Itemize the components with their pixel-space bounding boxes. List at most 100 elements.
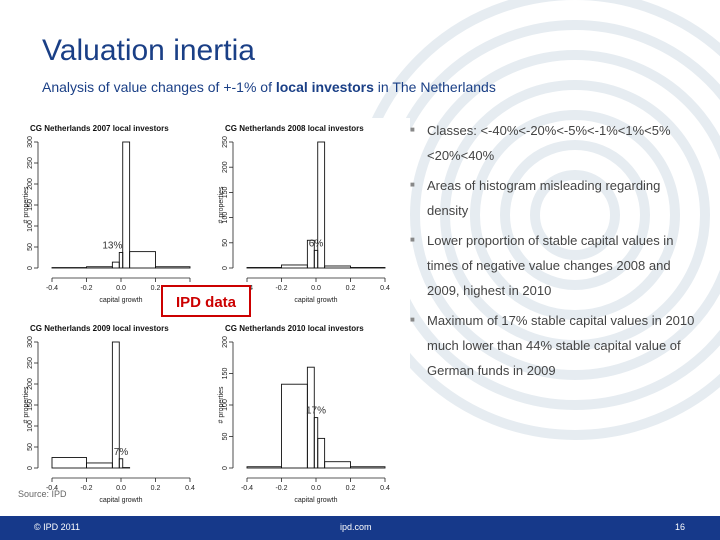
page-number: 16 [675, 522, 686, 532]
subtitle-prefix: Analysis of value changes of +-1% of [42, 79, 276, 95]
histogram-panel: CG Netherlands 2007 local investors 0 50 10… [20, 118, 410, 510]
slide-title: Valuation inertia [42, 34, 255, 67]
x-tick-label: 0.2 [346, 285, 356, 292]
histogram-bar [122, 141, 131, 269]
percentage-annotation: 17% [306, 406, 326, 417]
x-tick-label: 0.4 [380, 285, 390, 292]
chart-title: CG Netherlands 2009 local investors [30, 324, 169, 333]
y-tick-label: 200 [27, 378, 34, 390]
bullet-item: ■ Lower proportion of stable capital val… [410, 228, 695, 303]
percentage-annotation: 13% [102, 240, 122, 251]
footer-bar: © IPD 2011 ipd.com 16 [0, 516, 720, 540]
y-tick-label: 150 [27, 199, 34, 211]
y-tick-label: 100 [27, 220, 34, 232]
ipd-data-badge [161, 285, 251, 317]
histogram-chart: CG Netherlands 2007 local investors 0 50 10… [23, 124, 195, 304]
chart-title: CG Netherlands 2007 local investors [30, 124, 169, 133]
x-axis-label: capital growth [294, 297, 337, 304]
y-tick-label: 200 [222, 161, 229, 173]
y-axis-label: # properties [23, 386, 30, 423]
bullet-marker-icon: ■ [410, 125, 415, 134]
histogram-chart: CG Netherlands 2009 local investors 0 50 10… [23, 324, 195, 504]
chart-title: CG Netherlands 2010 local investors [225, 324, 364, 333]
y-tick-label: 250 [27, 357, 34, 369]
bullet-marker-icon: ■ [410, 315, 415, 324]
histogram-bar [317, 437, 326, 469]
histogram-bar [111, 341, 120, 469]
y-tick-label: 100 [222, 399, 229, 411]
footer-copyright: © IPD 2011 [34, 522, 80, 532]
bullet-marker-icon: ■ [410, 180, 415, 189]
x-tick-label: 0.0 [311, 485, 321, 492]
x-tick-label: 0.4 [185, 485, 195, 492]
histogram-chart: CG Netherlands 2010 local investors 0 50 10… [218, 324, 390, 504]
x-tick-label: -0.4 [46, 285, 58, 292]
x-tick-label: 0.2 [151, 285, 161, 292]
histogram-bar [118, 458, 124, 469]
percentage-annotation: 7% [114, 447, 129, 458]
x-axis-label: capital growth [99, 497, 142, 504]
bullet-text: Maximum of 17% stable capital values in … [427, 313, 695, 378]
x-axis-label: capital growth [99, 297, 142, 304]
bullet-text: Classes: <-40%<-20%<-5%<-1%<1%<5%<20%<40… [427, 123, 671, 163]
y-tick-label: 300 [27, 336, 34, 348]
x-tick-label: -0.4 [46, 485, 58, 492]
bullet-text: Lower proportion of stable capital value… [427, 233, 674, 298]
histogram-bar [350, 466, 386, 469]
x-tick-label: 0.2 [151, 485, 161, 492]
histogram-bar [324, 461, 351, 469]
histogram-bar [317, 141, 326, 269]
y-tick-label: 200 [222, 336, 229, 348]
y-tick-label: 200 [27, 178, 34, 190]
y-tick-label: 50 [27, 443, 34, 451]
x-tick-label: 0.4 [380, 485, 390, 492]
x-tick-label: -0.2 [275, 485, 287, 492]
y-tick-label: 0 [222, 266, 229, 270]
subtitle-suffix: in The Netherlands [373, 79, 496, 95]
y-tick-label: 50 [27, 243, 34, 251]
bullet-item: ■ Maximum of 17% stable capital values i… [410, 308, 695, 383]
subtitle-emphasis: local investors [275, 79, 374, 95]
y-tick-label: 100 [27, 420, 34, 432]
y-axis-label: # properties [23, 186, 30, 223]
y-tick-label: 100 [222, 212, 229, 224]
bullet-marker-icon: ■ [410, 235, 415, 244]
x-tick-label: 0.0 [116, 485, 126, 492]
histogram-bar [155, 266, 191, 269]
histogram-bar [246, 267, 282, 269]
x-tick-label: -0.2 [80, 485, 92, 492]
x-axis-label: capital growth [294, 497, 337, 504]
x-tick-label: 0.0 [116, 285, 126, 292]
y-tick-label: 50 [222, 239, 229, 247]
y-tick-label: 150 [222, 186, 229, 198]
y-tick-label: 150 [222, 368, 229, 380]
footer-website[interactable]: ipd.com [340, 522, 372, 532]
slide-subtitle: Analysis of value changes of +-1% of loc… [42, 79, 496, 95]
y-tick-label: 0 [27, 466, 34, 470]
x-tick-label: -0.4 [241, 485, 253, 492]
histogram-chart: CG Netherlands 2008 local investors 0 50 10… [218, 124, 390, 304]
histogram-bar [350, 267, 386, 269]
x-tick-label: 0.2 [346, 485, 356, 492]
chart-title: CG Netherlands 2008 local investors [225, 124, 364, 133]
x-tick-label: -0.2 [275, 285, 287, 292]
y-tick-label: 0 [222, 466, 229, 470]
ipd-data-badge-label: IPD data [176, 294, 237, 311]
y-tick-label: 150 [27, 399, 34, 411]
y-tick-label: 300 [27, 136, 34, 148]
bullet-item: ■ Areas of histogram misleading regardin… [410, 173, 695, 223]
percentage-annotation: 6% [309, 238, 324, 249]
bullet-list: ■ Classes: <-40%<-20%<-5%<-1%<1%<5%<20%<… [410, 118, 695, 388]
bullet-item: ■ Classes: <-40%<-20%<-5%<-1%<1%<5%<20%<… [410, 118, 695, 168]
x-tick-label: -0.2 [80, 285, 92, 292]
x-tick-label: 0.0 [311, 285, 321, 292]
y-tick-label: 0 [27, 266, 34, 270]
histogram-bar [129, 251, 156, 269]
y-tick-label: 250 [222, 136, 229, 148]
y-tick-label: 250 [27, 157, 34, 169]
bullet-text: Areas of histogram misleading regarding … [427, 178, 661, 218]
source-note: Source: IPD [18, 489, 67, 499]
y-axis-label: # properties [218, 186, 225, 223]
y-axis-label: # properties [218, 386, 225, 423]
y-tick-label: 50 [222, 433, 229, 441]
